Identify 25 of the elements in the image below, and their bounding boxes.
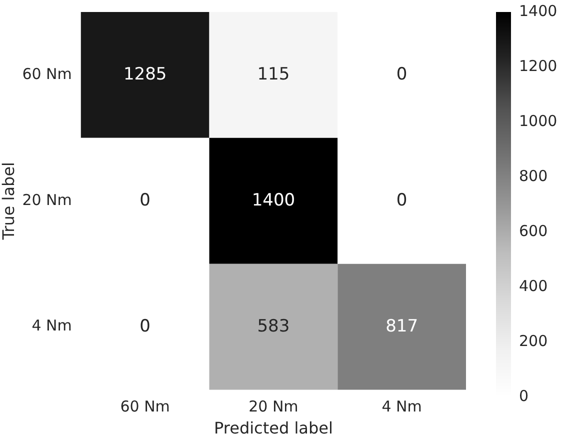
color-bar-label: 1200: [519, 56, 558, 75]
data-label: 0: [396, 64, 408, 84]
data-label: 0: [140, 190, 150, 210]
color-bar-label: 800: [519, 166, 548, 185]
data-label: 1285: [123, 64, 167, 84]
x-tick-label: 60 Nm: [120, 398, 170, 416]
color-bar-label: 200: [519, 332, 548, 350]
data-label: 583: [257, 316, 290, 336]
color-bar-label: 1000: [519, 112, 558, 130]
x-tick-label: 20 Nm: [248, 398, 298, 416]
data-label: 0: [396, 190, 408, 210]
color-bar-label: 1400: [519, 2, 558, 20]
y-tick-label: 4 Nm: [32, 316, 72, 335]
data-label: 0: [140, 316, 150, 336]
color-bar-label: 400: [519, 276, 548, 295]
data-label: 817: [386, 316, 418, 336]
data-label: 115: [257, 64, 290, 84]
y-tick-label: 20 Nm: [22, 190, 72, 209]
x-tick-label: 4 Nm: [382, 398, 422, 416]
x-axis-title: Predicted label: [214, 418, 333, 438]
data-label: 1400: [252, 190, 296, 210]
y-tick-label: 60 Nm: [22, 64, 72, 83]
color-bar-label: 0: [519, 386, 529, 405]
color-bar-label: 600: [519, 222, 548, 240]
y-axis-title: True label: [0, 162, 18, 241]
